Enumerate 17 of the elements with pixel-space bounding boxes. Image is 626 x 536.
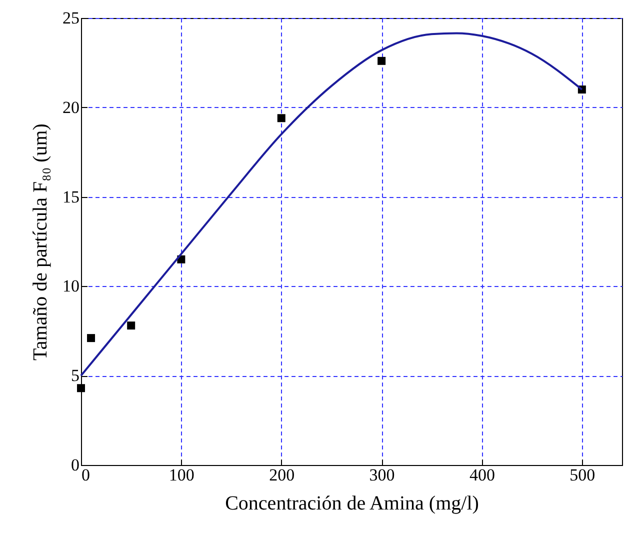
x-tick-label: 300 [369, 466, 395, 484]
x-tick-label: 200 [269, 466, 295, 484]
point [77, 384, 85, 392]
x-tick-label: 400 [469, 466, 495, 484]
y-axis-title: Tamaño de partícula F₈₀ (um) [30, 124, 52, 360]
y-tick-label: 20 [62, 98, 80, 117]
x-tick-label: 100 [168, 466, 194, 484]
y-tick-label: 25 [62, 8, 80, 28]
point [87, 334, 96, 342]
y-tick-label: 15 [62, 187, 80, 206]
point [378, 56, 386, 65]
x-tick-label: 500 [570, 466, 596, 484]
x-axis-title: Concentración de Amina (mg/l) [225, 492, 479, 514]
point [127, 322, 136, 330]
y-tick-label: 5 [71, 366, 80, 386]
y-tick-label: 10 [62, 276, 80, 296]
point [277, 114, 286, 122]
